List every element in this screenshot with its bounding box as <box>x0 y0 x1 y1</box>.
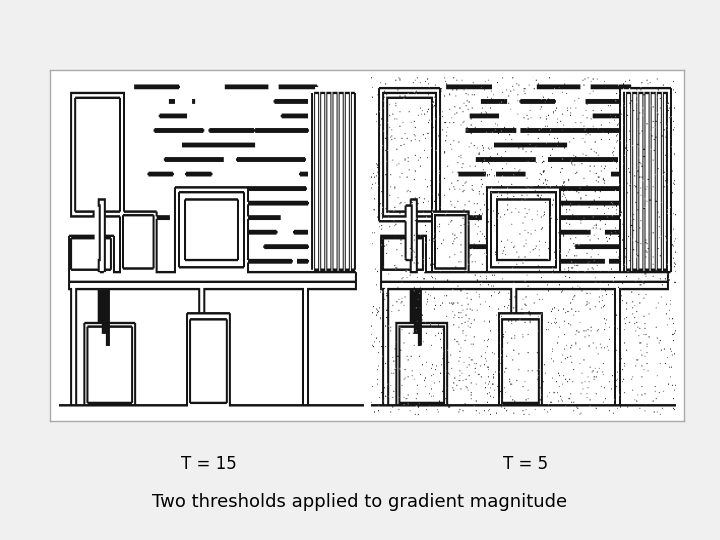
Text: T = 15: T = 15 <box>181 455 237 474</box>
Text: Two thresholds applied to gradient magnitude: Two thresholds applied to gradient magni… <box>153 493 567 511</box>
Text: T = 5: T = 5 <box>503 455 548 474</box>
